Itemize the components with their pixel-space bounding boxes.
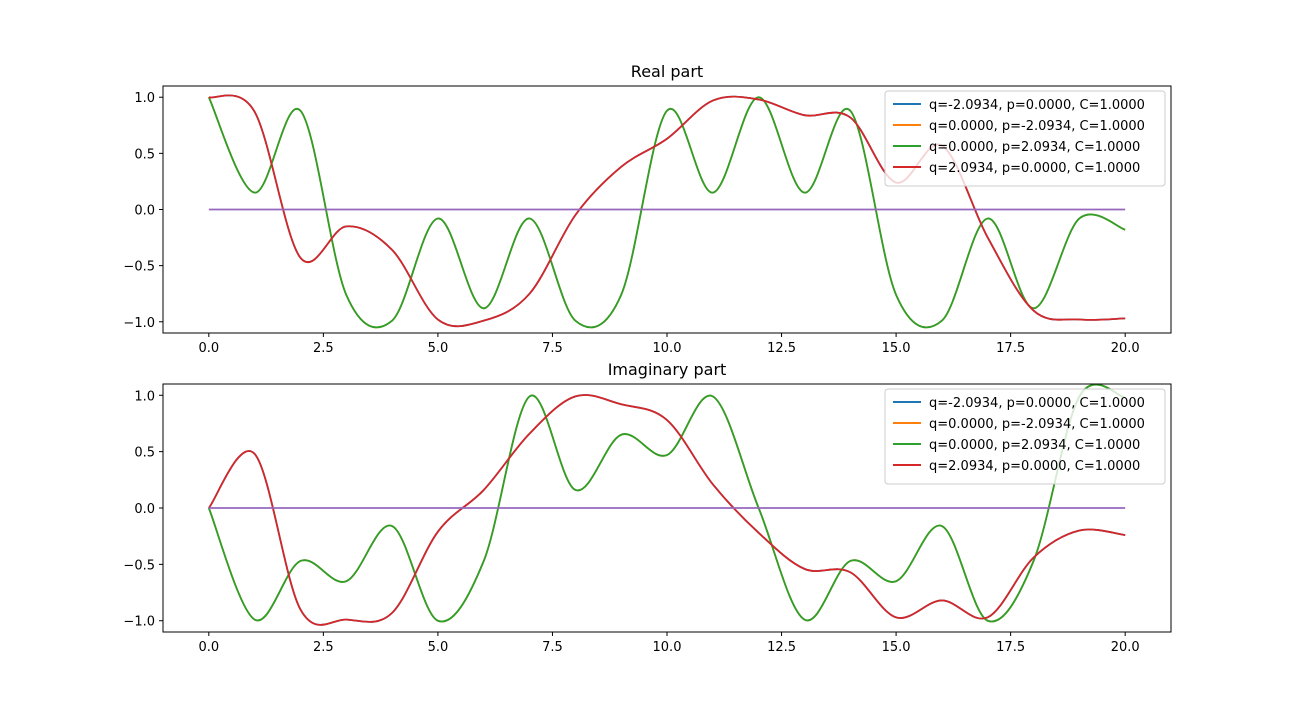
imaginary-part-legend-label: q=0.0000, p=-2.0934, C=1.0000 [929, 417, 1145, 432]
real-part-title: Real part [631, 62, 703, 81]
real-part-series-line-3 [208, 96, 1126, 329]
imaginary-part-x-tick-label: 17.5 [996, 640, 1025, 655]
real-part-x-tick-label: 2.5 [313, 341, 334, 356]
imaginary-part-x-tick-label: 0.0 [198, 640, 219, 655]
imaginary-part-panel: Imaginary part 0.0 2.5 5.0 7.5 10.0 12.5 15.0 1… [123, 360, 1172, 655]
imaginary-part-ticks: 0.0 2.5 5.0 7.5 10.0 12.5 15.0 17.5 20.0 1.0 0.5 0.… [123, 389, 1139, 655]
imaginary-part-x-tick-label: 2.5 [313, 640, 334, 655]
imaginary-part-legend-label: q=0.0000, p=2.0934, C=1.0000 [929, 438, 1140, 453]
real-part-y-tick-label: 1.0 [134, 91, 155, 106]
imaginary-part-legend-label: q=-2.0934, p=0.0000, C=1.0000 [929, 396, 1145, 411]
real-part-legend-label: q=0.0000, p=2.0934, C=1.0000 [929, 140, 1140, 155]
imaginary-part-x-tick-label: 5.0 [428, 640, 449, 655]
imaginary-part-legend-label: q=2.0934, p=0.0000, C=1.0000 [929, 459, 1140, 474]
real-part-x-tick-label: 5.0 [428, 341, 449, 356]
real-part-legend-label: q=2.0934, p=0.0000, C=1.0000 [929, 161, 1140, 176]
imaginary-part-y-tick-label: −0.5 [123, 558, 155, 573]
real-part-legend: q=-2.0934, p=0.0000, C=1.0000 q=0.0000, p… [884, 90, 1166, 187]
real-part-ticks: 0.0 2.5 5.0 7.5 10.0 12.5 15.0 17.5 20.0 1.0 0.5 0.… [123, 91, 1139, 356]
imaginary-part-x-tick-label: 12.5 [767, 640, 796, 655]
imaginary-part-y-tick-label: 0.5 [134, 446, 155, 461]
imaginary-part-y-tick-label: −1.0 [123, 615, 155, 630]
real-part-x-tick-label: 15.0 [882, 341, 911, 356]
real-part-x-tick-label: 20.0 [1111, 341, 1140, 356]
real-part-panel: Real part 0.0 2.5 5.0 7.5 10.0 12.5 15.0 17.5 20… [123, 62, 1172, 356]
imaginary-part-series-line-4 [208, 394, 1126, 626]
imaginary-part-x-tick-label: 7.5 [542, 640, 563, 655]
real-part-legend-box [884, 90, 1166, 187]
imaginary-part-x-tick-label: 15.0 [882, 640, 911, 655]
real-part-x-tick-label: 0.0 [198, 341, 219, 356]
imaginary-part-lines [207, 384, 1126, 626]
real-part-y-tick-label: −0.5 [123, 260, 155, 275]
imaginary-part-title: Imaginary part [608, 360, 727, 379]
real-part-legend-label: q=-2.0934, p=0.0000, C=1.0000 [929, 98, 1145, 113]
real-part-x-tick-label: 7.5 [542, 341, 563, 356]
real-part-y-tick-label: 0.5 [134, 147, 155, 162]
imaginary-part-x-tick-label: 20.0 [1111, 640, 1140, 655]
imaginary-part-y-tick-label: 1.0 [134, 389, 155, 404]
imaginary-part-y-tick-label: 0.0 [134, 502, 155, 517]
imaginary-part-legend-box [884, 388, 1166, 485]
real-part-y-tick-label: 0.0 [134, 204, 155, 219]
real-part-lines [208, 94, 1126, 329]
real-part-legend-label: q=0.0000, p=-2.0934, C=1.0000 [929, 119, 1145, 134]
real-part-series-line-4 [208, 94, 1126, 328]
imaginary-part-x-tick-label: 10.0 [653, 640, 682, 655]
real-part-y-tick-label: −1.0 [123, 316, 155, 331]
real-part-x-tick-label: 17.5 [996, 341, 1025, 356]
real-part-x-tick-label: 12.5 [767, 341, 796, 356]
imaginary-part-legend: q=-2.0934, p=0.0000, C=1.0000 q=0.0000, p… [884, 388, 1166, 485]
real-part-x-tick-label: 10.0 [653, 341, 682, 356]
imaginary-part-series-line-3 [207, 384, 1126, 623]
